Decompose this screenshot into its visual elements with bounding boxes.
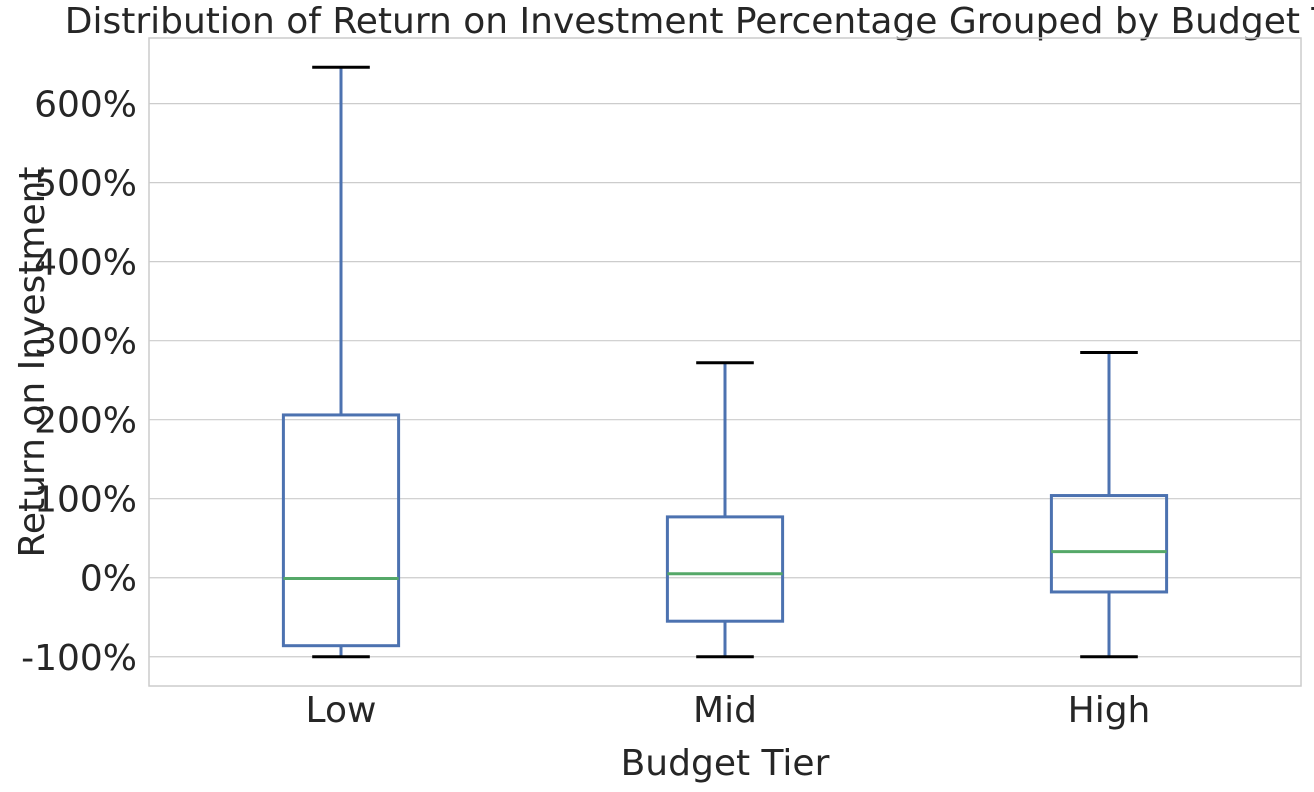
box-group-mid (665, 361, 785, 659)
y-tick-label: -100% (21, 638, 137, 679)
y-tick-label: 200% (34, 401, 137, 442)
y-tick-label: 300% (34, 322, 137, 363)
x-tick-label: Mid (693, 690, 757, 731)
y-tick-label: 500% (34, 164, 137, 205)
x-tick-label: Low (306, 690, 377, 731)
y-tick-label: 600% (34, 85, 137, 126)
x-axis-label: Budget Tier (621, 743, 830, 784)
y-tick-label: 0% (80, 559, 137, 600)
box-group-high (1049, 351, 1169, 659)
x-tick-label: High (1068, 690, 1151, 731)
y-axis-ticks: -100% 0% 100% 200% 300% 400% 500% 600% (21, 85, 137, 679)
chart-title: Distribution of Return on Investment Per… (65, 1, 1314, 42)
iqr-box (281, 413, 401, 648)
y-axis-label: Return on Investment (12, 166, 53, 557)
x-axis-ticks: Low Mid High (306, 690, 1151, 731)
y-tick-label: 400% (34, 243, 137, 284)
y-tick-label: 100% (34, 480, 137, 521)
iqr-box (1049, 494, 1169, 594)
box-group-low (281, 65, 401, 659)
plot-area-frame (148, 37, 1302, 687)
boxes-layer (281, 65, 1169, 659)
iqr-box (665, 515, 785, 623)
